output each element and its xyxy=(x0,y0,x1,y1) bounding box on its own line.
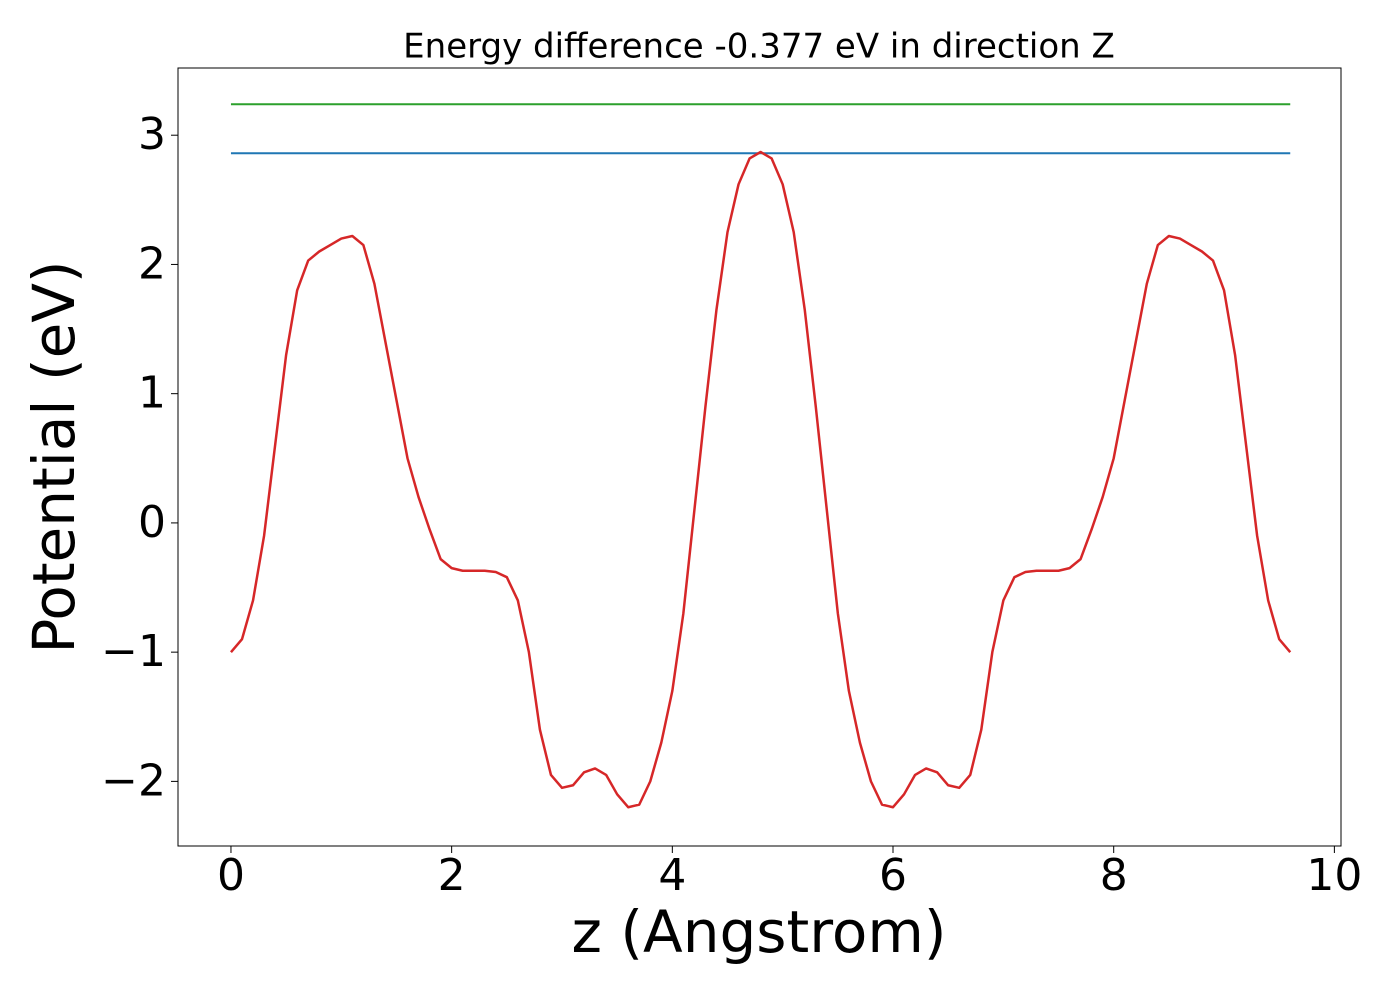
y-tick-label: −1 xyxy=(101,626,166,677)
x-tick-label: 8 xyxy=(1100,850,1128,901)
x-tick-label: 2 xyxy=(438,850,466,901)
x-tick-label: 4 xyxy=(658,850,686,901)
y-tick-label: −2 xyxy=(101,755,166,806)
chart-title: Energy difference -0.377 eV in direction… xyxy=(403,27,1115,67)
x-tick-label: 6 xyxy=(879,850,907,901)
y-axis-label: Potential (eV) xyxy=(20,260,88,653)
y-tick-label: 1 xyxy=(138,368,166,419)
y-tick-label: 3 xyxy=(138,109,166,160)
data-line xyxy=(230,150,1292,809)
y-tick-label: 0 xyxy=(138,497,166,548)
y-tick-label: 2 xyxy=(138,238,166,289)
x-axis-label: z (Angstrom) xyxy=(572,898,947,966)
plot-frame xyxy=(177,67,1342,847)
x-tick-label: 10 xyxy=(1306,850,1362,901)
x-tick-label: 0 xyxy=(217,850,245,901)
